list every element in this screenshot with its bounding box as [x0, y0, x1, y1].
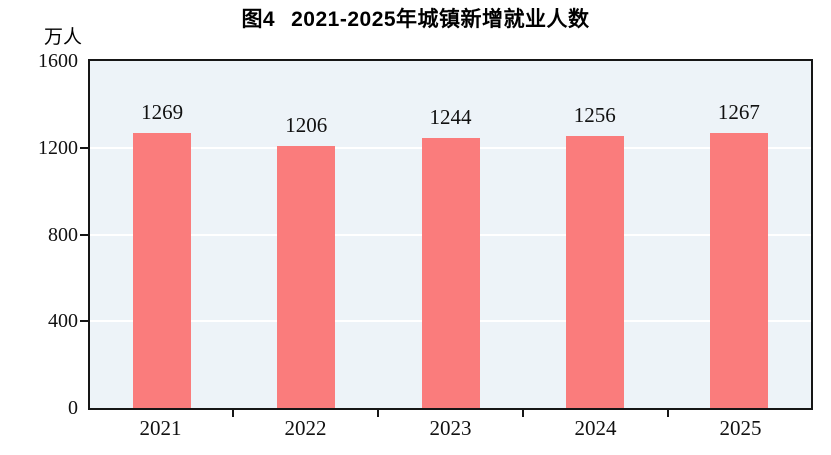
x-tick-label-2022: 2022	[284, 416, 327, 440]
y-tick-mark	[80, 233, 88, 236]
x-tick-label-2021: 2021	[139, 416, 182, 440]
figure-number: 图4	[241, 8, 276, 31]
bar-value-label: 1269	[141, 99, 184, 124]
y-tick-label: 1600	[38, 50, 78, 72]
bar-value-label: 1267	[717, 100, 760, 125]
x-tick-label-2024: 2024	[574, 416, 617, 440]
x-tick-mark	[522, 410, 524, 417]
chart-title: 图4 2021-2025年城镇新增就业人数	[0, 6, 831, 34]
bar-2025	[709, 133, 768, 408]
x-tick-label-2025: 2025	[719, 416, 762, 440]
x-tick-mark	[232, 410, 234, 417]
x-axis-labels: 2021 2022 2023 2024 2025	[88, 415, 813, 441]
bar-column-2025: 1267	[667, 61, 811, 408]
y-tick-label: 0	[68, 397, 78, 419]
bar-column-2023: 1244	[378, 61, 522, 408]
bar-columns: 1269 1206 1244 1256 1267	[90, 61, 811, 408]
y-tick-label: 800	[48, 223, 78, 246]
bar-value-label: 1256	[573, 102, 616, 127]
y-tick-label: 1200	[38, 136, 78, 159]
chart-title-text: 2021-2025年城镇新增就业人数	[291, 8, 590, 31]
plot-area: 1269 1206 1244 1256 1267	[88, 59, 813, 410]
bar-column-2022: 1206	[234, 61, 378, 408]
x-tick-mark	[377, 410, 379, 417]
bar-2023	[421, 138, 480, 408]
bar-2024	[565, 135, 624, 408]
x-tick-label-2023: 2023	[429, 416, 472, 440]
bar-column-2021: 1269	[90, 61, 234, 408]
x-tick-mark	[667, 410, 669, 417]
y-tick-mark	[80, 146, 88, 149]
y-tick-mark	[80, 320, 88, 323]
bar-2022	[277, 146, 336, 408]
bar-2021	[133, 132, 192, 408]
y-axis-unit-label: 万人	[44, 27, 83, 48]
y-tick-label: 400	[48, 310, 78, 333]
bar-value-label: 1206	[285, 113, 328, 138]
bar-column-2024: 1256	[523, 61, 667, 408]
bar-value-label: 1244	[429, 105, 472, 130]
